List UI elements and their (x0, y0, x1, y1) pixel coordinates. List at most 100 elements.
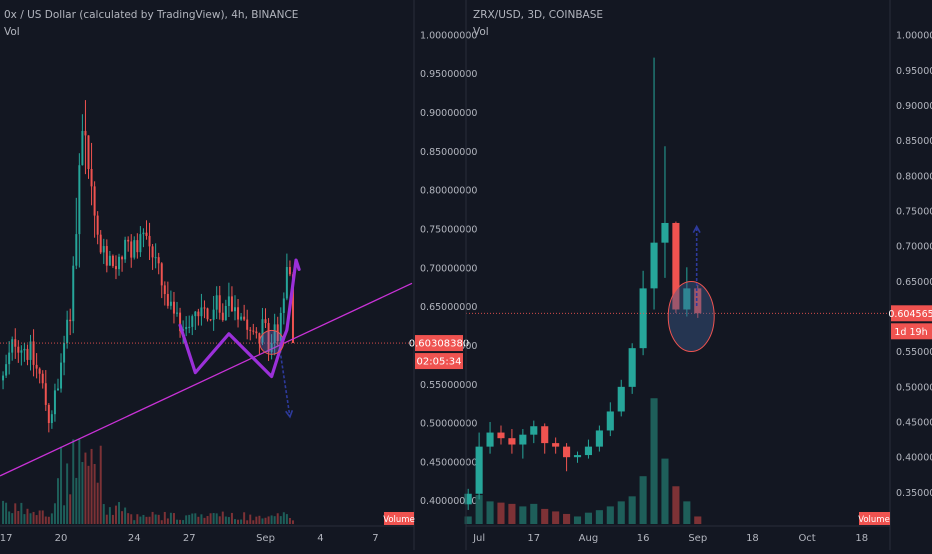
candle-body (114, 266, 117, 270)
volume-bar (124, 507, 127, 524)
volume-bar (78, 439, 81, 524)
arrow-head (285, 410, 294, 419)
candle-body (218, 295, 221, 313)
volume-bar (541, 508, 549, 524)
candle-body (617, 386, 625, 412)
left-chart-title: 0x / US Dollar (calculated by TradingVie… (4, 9, 298, 21)
candle-body (185, 327, 188, 330)
time-tick-label: Oct (798, 533, 815, 544)
volume-bar (584, 512, 592, 524)
left-volume-indicator-label[interactable]: Vol (4, 26, 20, 38)
volume-bar (185, 515, 188, 524)
candle-body (464, 493, 472, 505)
breakout-curve-drawing[interactable] (279, 258, 301, 348)
price-tick-label: 1.00000000 (420, 30, 477, 41)
time-tick-label: 18 (855, 533, 868, 544)
candle-body (96, 215, 99, 235)
candle-body (203, 307, 206, 309)
right-volume-indicator-label[interactable]: Vol (473, 26, 489, 38)
volume-bar (169, 512, 172, 524)
candle-body (60, 362, 63, 389)
right-time-axis[interactable]: Jul 17 Aug 16 Sep 18 Oct 18 (472, 533, 868, 544)
candle-body (142, 232, 145, 235)
candle-body (249, 329, 252, 331)
candle-body (276, 324, 279, 342)
volume-bar (285, 514, 288, 524)
volume-bar (273, 516, 276, 524)
volume-bar (497, 502, 505, 524)
candle-body (288, 267, 291, 275)
volume-bar (464, 516, 472, 524)
volume-bar (139, 516, 142, 524)
candle-body (121, 256, 124, 260)
candle-body (191, 316, 194, 327)
volume-bar (72, 439, 75, 524)
volume-bar (50, 513, 53, 524)
highlight-circle[interactable] (259, 329, 285, 355)
price-tick-label: 0.400000 (896, 453, 932, 464)
volume-bar (118, 502, 121, 524)
candle-body (56, 388, 59, 391)
right-annotations (667, 224, 715, 353)
candle-body (221, 312, 224, 321)
trendline[interactable] (0, 282, 413, 477)
right-last-price-value: 0.604565 (888, 309, 932, 320)
candle-body (508, 438, 516, 445)
candle-body (172, 301, 175, 314)
price-tick-label: 0.40000000 (420, 496, 477, 507)
volume-bar (258, 515, 261, 524)
w-pattern-drawing[interactable] (178, 323, 286, 379)
right-countdown-tag-bg (891, 323, 932, 340)
time-tick-label: Jul (472, 533, 485, 544)
volume-bar (530, 503, 538, 524)
volume-bar (683, 501, 691, 524)
volume-bar (35, 515, 38, 524)
right-price-axis[interactable]: 0.350000 0.400000 0.450000 0.500000 0.550000… (896, 31, 932, 499)
candle-body (224, 306, 227, 321)
left-volume-tag-label: Volume (383, 515, 415, 525)
candle-body (273, 324, 276, 344)
left-time-axis[interactable]: 17 20 24 27 Sep 4 7 (0, 533, 379, 544)
arrow-shaft[interactable] (279, 355, 291, 417)
left-annotations (0, 258, 413, 477)
volume-bar (661, 458, 669, 524)
price-tick-label: 1.000000 (896, 31, 932, 42)
volume-bar (111, 514, 114, 524)
left-countdown-tag-bg (415, 353, 463, 370)
candle-body (23, 348, 26, 351)
candle-body (282, 298, 285, 313)
candle-body (628, 348, 636, 387)
highlight-ellipse[interactable] (667, 281, 715, 353)
price-tick-label: 0.650000 (896, 277, 932, 288)
candle-body (209, 319, 212, 321)
candle-body (552, 443, 560, 447)
candle-body (11, 339, 14, 353)
volume-bar (166, 518, 169, 524)
volume-bar (163, 511, 166, 524)
volume-bar (148, 516, 151, 524)
volume-bar (628, 496, 636, 524)
price-tick-label: 0.90000000 (420, 108, 477, 119)
volume-bar (69, 494, 72, 524)
volume-bar (552, 511, 560, 524)
left-countdown-value: 02:05:34 (417, 357, 462, 368)
candle-body (130, 241, 133, 258)
volume-bar (221, 511, 224, 524)
candle-body (197, 311, 200, 317)
candle-body (157, 257, 160, 264)
volume-bar (32, 511, 35, 524)
candle-body (563, 446, 571, 458)
volume-bar (179, 519, 182, 524)
candle-body (243, 316, 246, 320)
price-tick-label: 0.65000000 (420, 302, 477, 313)
candle-body (261, 319, 264, 343)
candle-body (584, 446, 592, 456)
volume-bar (105, 514, 108, 524)
volume-bar (270, 515, 273, 524)
volume-bar (5, 502, 8, 524)
volume-bar (209, 513, 212, 524)
volume-bar (276, 513, 279, 524)
volume-bar (121, 511, 124, 524)
volume-bar (102, 504, 105, 524)
